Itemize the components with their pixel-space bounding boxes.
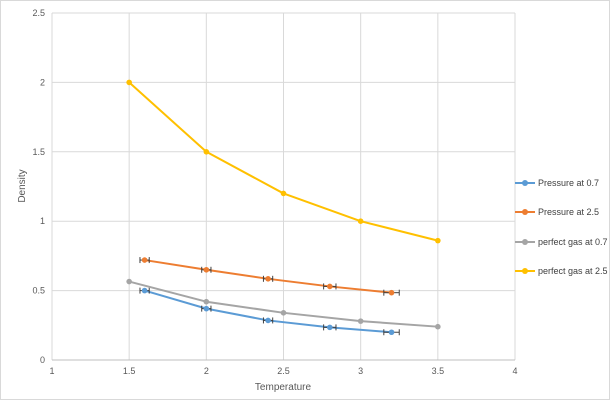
series-0 — [139, 287, 400, 336]
x-axis-title: Temperature — [255, 382, 312, 393]
legend-label: perfect gas at 2.5 — [538, 266, 608, 276]
data-point — [203, 298, 210, 305]
y-tick-label: 2.5 — [32, 8, 45, 18]
legend-item: Pressure at 2.5 — [515, 205, 599, 219]
data-point — [388, 329, 395, 336]
data-point — [265, 317, 271, 324]
x-tick-label: 2 — [204, 366, 209, 376]
y-tick-label: 0.5 — [32, 286, 45, 296]
data-point — [126, 278, 132, 285]
data-point — [327, 324, 333, 331]
x-tick-label: 1 — [49, 366, 54, 376]
legend-item: perfect gas at 2.5 — [515, 264, 608, 278]
data-point — [388, 289, 395, 296]
axes: 1 1.5 2 2.5 3 3.5 4 0 0.5 1 1.5 2 2.5 — [32, 8, 517, 376]
data-point — [357, 318, 364, 324]
y-tick-label: 1.5 — [32, 147, 45, 157]
x-tick-label: 3.5 — [432, 366, 445, 376]
grid — [51, 12, 516, 361]
legend-label: perfect gas at 0.7 — [538, 237, 608, 247]
y-axis-title: Density — [17, 169, 28, 202]
legend-swatch — [515, 207, 535, 217]
x-tick-label: 1.5 — [123, 366, 136, 376]
x-tick-label: 2.5 — [277, 366, 290, 376]
data-point — [357, 218, 364, 224]
legend-label: Pressure at 0.7 — [538, 178, 600, 188]
data-point — [280, 310, 287, 316]
series-layer — [126, 79, 441, 336]
legend-swatch — [515, 266, 535, 276]
data-point — [435, 237, 441, 244]
data-point — [126, 79, 132, 86]
y-tick-label: 1 — [40, 216, 45, 226]
series-1 — [139, 257, 400, 296]
x-tick-label: 3 — [358, 366, 363, 376]
data-point — [203, 266, 210, 273]
data-point — [435, 323, 441, 330]
data-point — [141, 257, 148, 263]
legend-swatch — [515, 237, 535, 247]
legend-swatch — [515, 178, 535, 188]
legend-item: perfect gas at 0.7 — [515, 235, 608, 249]
x-tick-label: 4 — [512, 366, 517, 376]
data-point — [265, 276, 271, 282]
series-3 — [126, 79, 441, 244]
data-point — [280, 190, 287, 197]
data-point — [203, 149, 210, 155]
y-tick-label: 2 — [40, 77, 45, 87]
data-point — [203, 305, 210, 312]
legend: Pressure at 0.7 Pressure at 2.5 perfect ga… — [515, 1, 610, 401]
legend-label: Pressure at 2.5 — [538, 207, 600, 217]
data-point — [141, 287, 148, 294]
data-point — [327, 283, 333, 290]
legend-item: Pressure at 0.7 — [515, 176, 599, 190]
y-tick-label: 0 — [40, 355, 45, 365]
series-2 — [126, 278, 441, 330]
